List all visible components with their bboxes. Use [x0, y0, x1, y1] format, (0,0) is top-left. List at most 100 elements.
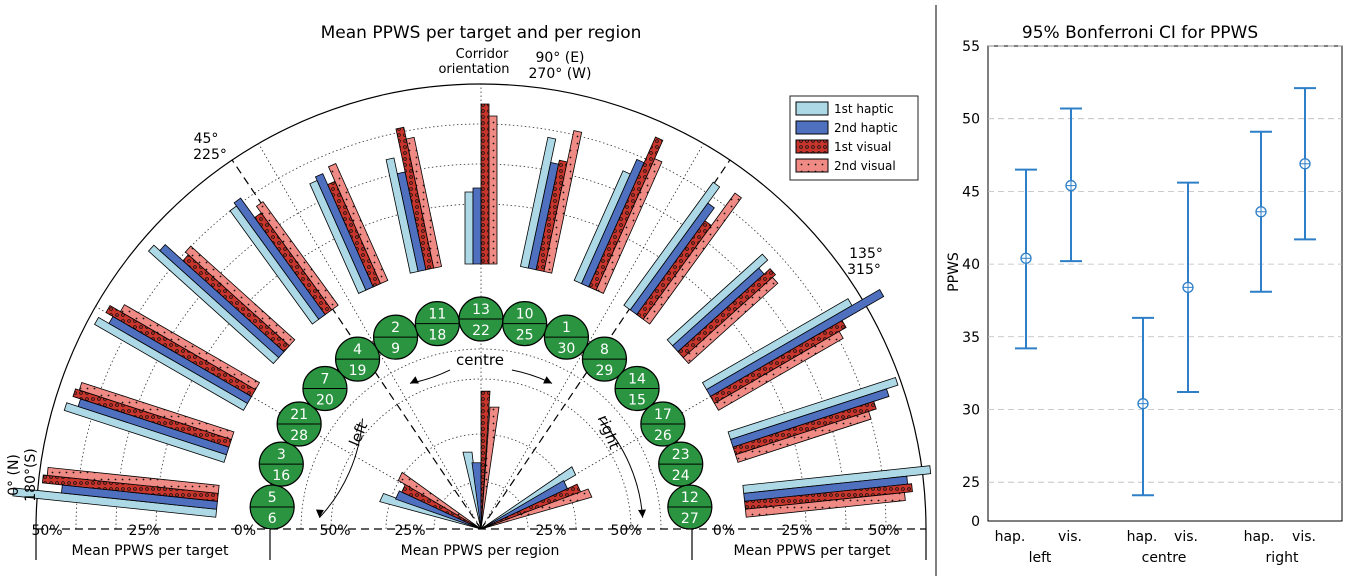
target-badge-top-label: 21 — [290, 407, 308, 423]
region-arc-right — [599, 418, 644, 518]
target-badge-top-label: 2 — [391, 320, 400, 336]
region-arrow-head — [409, 376, 419, 384]
bar-2nd-visual — [543, 130, 583, 274]
region-bars — [379, 390, 593, 530]
target-badge-top-label: 1 — [562, 320, 571, 336]
ci-chart-title: 95% Bonferroni CI for PPWS — [1022, 23, 1258, 43]
corridor-label-1: Corridor — [456, 47, 509, 62]
bar-1st-haptic — [519, 136, 557, 269]
target-badge-top-label: 3 — [277, 447, 286, 463]
baseline-axis — [2, 528, 932, 569]
bar-1st-haptic — [94, 316, 249, 411]
centre-axis-title: Mean PPWS per region — [401, 543, 560, 559]
legend-swatch-1st-visual — [795, 139, 829, 154]
bar-2nd-visual — [255, 201, 339, 311]
ci-x-tick-left-vis: vis. — [1058, 529, 1082, 545]
ci-grid-lines — [988, 45, 1342, 483]
bar-2nd-visual — [119, 304, 261, 391]
target-badge-top-label: 10 — [516, 307, 534, 323]
bar-2nd-visual — [184, 245, 296, 347]
bar-2nd-haptic — [629, 202, 715, 316]
left-chart-title: Mean PPWS per target and per region — [321, 23, 642, 43]
target-badge-bottom-label: 18 — [428, 328, 446, 344]
bar-1st-haptic — [666, 253, 769, 347]
region-arrow-head — [315, 509, 324, 518]
ci-group-label-left: left — [1029, 550, 1052, 566]
target-badge-top-label: 13 — [472, 302, 490, 318]
right-axis-tick-25: 25% — [781, 523, 812, 539]
ci-error-bars — [1015, 87, 1316, 497]
centre-axis-tick-50-right: 50% — [610, 523, 641, 539]
target-badge: 419 — [334, 336, 381, 382]
target-badge-bottom-label: 20 — [316, 392, 334, 408]
ci-x-tick-left-hap: hap. — [995, 529, 1026, 545]
bar-2nd-visual — [682, 276, 779, 365]
target-badge-bottom-label: 22 — [472, 323, 490, 339]
bar-2nd-visual — [46, 466, 220, 494]
bar-2nd-visual — [713, 330, 844, 411]
ci-error-bar — [1060, 107, 1082, 263]
legend-swatch-2nd-haptic — [795, 120, 829, 135]
bar-2nd-haptic — [472, 187, 482, 265]
region-bar-2nd-visual — [480, 488, 593, 530]
ci-x-tick-centre-vis: vis. — [1174, 529, 1198, 545]
target-badge-top-label: 5 — [268, 490, 277, 506]
angle-90-label: 90° (E) — [535, 50, 584, 66]
ci-error-bar — [1015, 168, 1037, 350]
bar-1st-haptic — [727, 377, 899, 441]
target-badge-top-label: 4 — [353, 342, 362, 358]
bar-2nd-haptic — [314, 173, 374, 291]
region-arcs — [315, 369, 647, 519]
region-arrow-head — [638, 509, 647, 518]
ci-chart: 55 50 45 40 35 30 25 0 95% Bonferroni CI for PP… — [946, 23, 1343, 566]
angle-270-label: 270° (W) — [529, 66, 592, 82]
bar-1st-haptic — [623, 181, 721, 311]
target-badge-bottom-label: 28 — [290, 428, 308, 444]
bar-1st-visual — [72, 388, 232, 448]
bar-1st-visual — [732, 400, 877, 456]
bar-1st-haptic — [385, 157, 419, 274]
ci-y-tick-label: 25 — [962, 475, 980, 491]
ci-y-tick-label: 40 — [962, 257, 980, 273]
target-badge-top-label: 14 — [628, 371, 646, 387]
ci-group-label-right: right — [1266, 550, 1299, 566]
bar-1st-visual — [395, 126, 435, 271]
angle-315-label: 315° — [847, 262, 881, 278]
ci-y-tick-label: 50 — [962, 112, 980, 128]
target-badge-top-label: 11 — [428, 307, 446, 323]
target-badge: 316 — [258, 441, 304, 487]
legend-label-1st-haptic: 1st haptic — [834, 102, 894, 116]
region-label-right: right — [594, 412, 624, 452]
legend-label-2nd-visual: 2nd visual — [834, 159, 896, 173]
ci-y-tick-label: 35 — [962, 330, 980, 346]
ci-y-tick-label: 30 — [962, 402, 980, 418]
target-badge-top-label: 23 — [672, 447, 690, 463]
ci-y-tick-label: 0 — [971, 514, 980, 530]
target-badge: 720 — [302, 365, 348, 412]
legend-label-1st-visual: 1st visual — [834, 140, 891, 154]
left-axis-tick-0: 0% — [234, 523, 256, 539]
target-badge: 829 — [581, 336, 628, 382]
bar-2nd-haptic — [108, 315, 253, 404]
target-badge: 130 — [543, 314, 590, 360]
centre-axis-tick-25-right: 25% — [535, 523, 566, 539]
bar-1st-haptic — [12, 487, 218, 518]
target-badge-top-label: 7 — [320, 371, 329, 387]
right-axis-title: Mean PPWS per target — [734, 543, 891, 559]
bar-2nd-visual — [488, 115, 498, 265]
right-axis-tick-50: 50% — [868, 523, 899, 539]
region-arc-left — [319, 418, 364, 519]
angle-225-label: 225° — [193, 147, 227, 163]
bar-1st-haptic — [464, 191, 474, 265]
target-badge-top-label: 12 — [681, 490, 699, 506]
bar-2nd-visual — [595, 158, 663, 294]
target-badge-bottom-label: 6 — [268, 511, 277, 527]
left-axis-title: Mean PPWS per target — [72, 543, 229, 559]
